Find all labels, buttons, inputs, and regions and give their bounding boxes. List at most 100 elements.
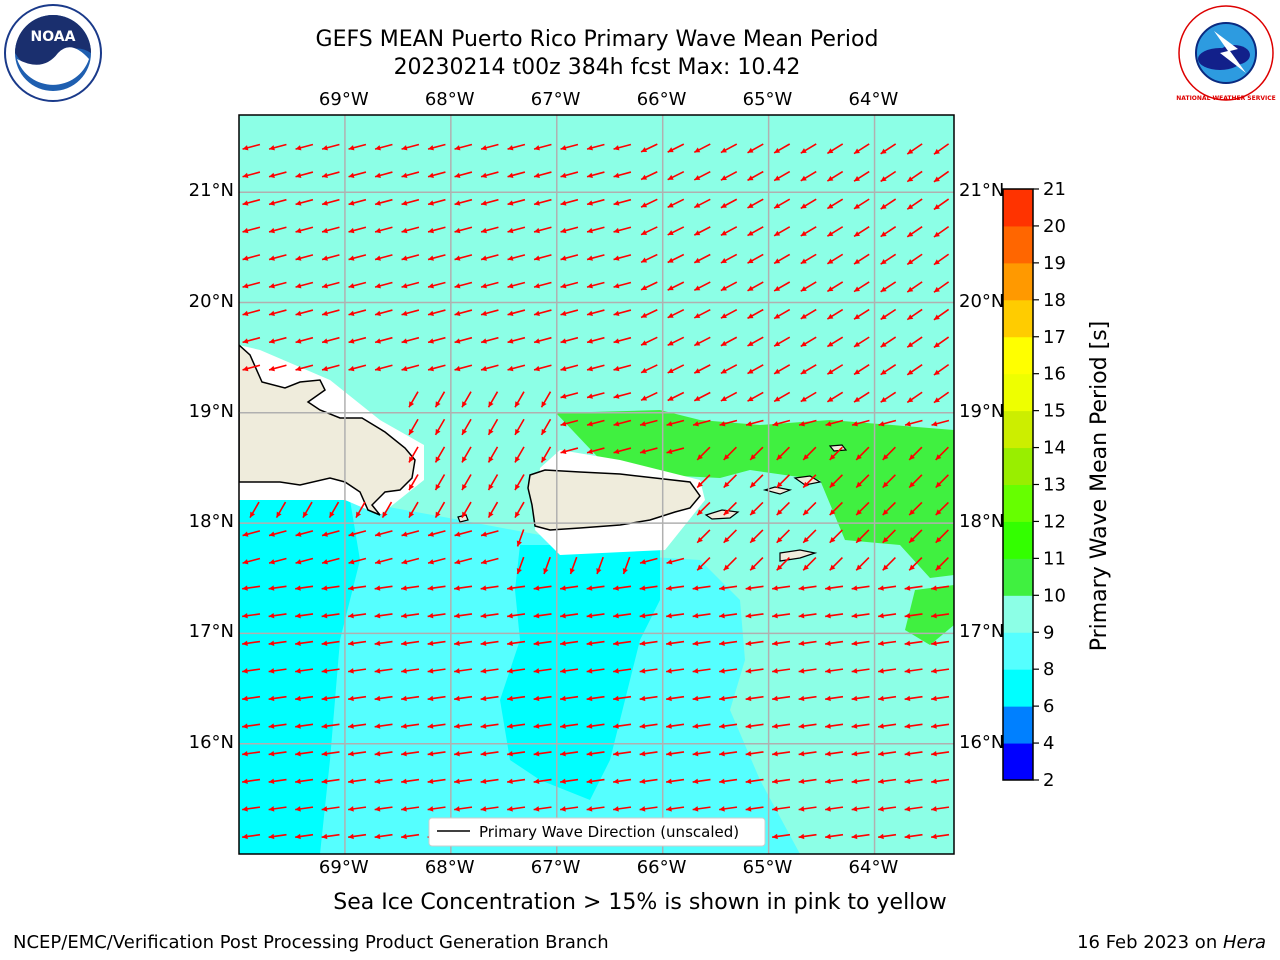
wave-arrow	[249, 501, 260, 519]
colorbar-segment	[1003, 595, 1033, 633]
wave-arrow	[427, 778, 446, 784]
wave-arrow	[569, 556, 578, 575]
wave-arrow	[639, 695, 658, 702]
wave-arrow	[586, 419, 605, 427]
wave-arrow	[348, 723, 367, 729]
wave-arrow	[480, 198, 499, 206]
wave-arrow	[454, 336, 473, 344]
wave-arrow	[904, 640, 923, 646]
wave-arrow	[639, 419, 658, 427]
wave-arrow	[560, 198, 579, 206]
wave-arrow	[268, 806, 287, 812]
wave-arrow	[798, 806, 817, 812]
wave-arrow	[720, 198, 738, 209]
wave-arrow	[692, 668, 711, 674]
wave-arrow	[825, 695, 844, 702]
wave-arrow	[374, 557, 393, 565]
map-legend: Primary Wave Direction (unscaled)	[428, 817, 766, 847]
wave-arrow	[401, 226, 420, 234]
wave-arrow	[427, 254, 446, 261]
wave-arrow	[906, 281, 923, 293]
wave-arrow	[480, 143, 499, 151]
wave-arrow	[454, 585, 473, 591]
wave-arrow	[692, 778, 711, 784]
wave-arrow	[295, 668, 314, 674]
wave-arrow	[295, 336, 314, 344]
colorbar-segment	[1003, 558, 1033, 596]
wave-arrow	[749, 529, 764, 544]
wave-arrow	[723, 446, 737, 461]
wave-arrow	[516, 556, 525, 575]
wave-arrow	[878, 640, 897, 646]
wave-arrow	[906, 143, 923, 155]
wave-arrow	[693, 281, 711, 292]
wave-arrow	[640, 391, 658, 402]
wave-arrow	[720, 170, 738, 181]
wave-arrow	[745, 723, 764, 729]
wave-arrow	[348, 364, 367, 372]
wave-arrow	[640, 253, 658, 264]
wave-arrow	[693, 336, 711, 347]
wave-arrow	[268, 281, 287, 289]
wave-arrow	[242, 254, 261, 261]
wave-arrow	[800, 226, 817, 237]
wave-arrow	[878, 668, 897, 674]
wave-arrow	[586, 364, 605, 372]
wave-arrow	[772, 750, 791, 757]
wave-arrow	[507, 226, 526, 234]
wave-arrow	[242, 336, 261, 344]
lat-label-left: 17°N	[188, 621, 234, 643]
wave-arrow	[321, 585, 340, 591]
wave-arrow	[586, 143, 605, 151]
wave-arrow	[348, 557, 367, 565]
wave-arrow	[461, 391, 472, 408]
wave-arrow	[401, 778, 420, 784]
wave-arrow	[533, 254, 552, 261]
wave-arrow	[427, 557, 446, 565]
wave-arrow	[321, 336, 340, 344]
wave-arrow	[427, 668, 446, 674]
wave-arrow	[613, 198, 632, 206]
period-field-10-south	[905, 585, 954, 645]
wave-arrow	[295, 198, 314, 206]
wave-arrow	[666, 612, 685, 619]
wave-arrow	[931, 833, 950, 840]
wave-arrow	[454, 778, 473, 784]
wave-arrow	[613, 336, 632, 344]
wave-arrow	[720, 364, 738, 375]
wave-arrow	[507, 364, 526, 372]
wave-arrow	[374, 695, 393, 702]
wave-arrow	[692, 640, 711, 646]
colorbar-segment	[1003, 706, 1033, 744]
wave-arrow	[487, 446, 499, 463]
wave-arrow	[401, 806, 420, 812]
wave-arrow	[533, 171, 552, 178]
wave-arrow	[908, 474, 923, 489]
wave-arrow	[802, 474, 817, 489]
wave-arrow	[374, 281, 393, 289]
wave-arrow	[321, 198, 340, 206]
wave-arrow	[640, 143, 658, 153]
wave-arrow	[454, 723, 473, 729]
wave-arrow	[720, 143, 738, 154]
wave-arrow	[454, 750, 473, 757]
wave-arrow	[507, 585, 526, 591]
wave-arrow	[507, 723, 526, 729]
wave-arrow	[427, 309, 446, 316]
wave-arrow	[745, 695, 764, 702]
colorbar-tick-label: 14	[1043, 438, 1066, 459]
wave-arrow	[613, 640, 632, 646]
wave-arrow	[798, 612, 817, 619]
wave-arrow	[480, 640, 499, 646]
wave-arrow	[374, 585, 393, 591]
wave-arrow	[696, 446, 711, 461]
wave-arrow	[772, 585, 791, 591]
wave-arrow	[639, 612, 658, 619]
wave-arrow	[692, 806, 711, 812]
wave-arrow	[613, 778, 632, 784]
wave-arrow	[692, 612, 711, 619]
wave-arrow	[401, 336, 420, 344]
wave-arrow	[776, 501, 790, 516]
wave-arrow	[826, 364, 844, 375]
wave-arrow	[773, 198, 791, 209]
